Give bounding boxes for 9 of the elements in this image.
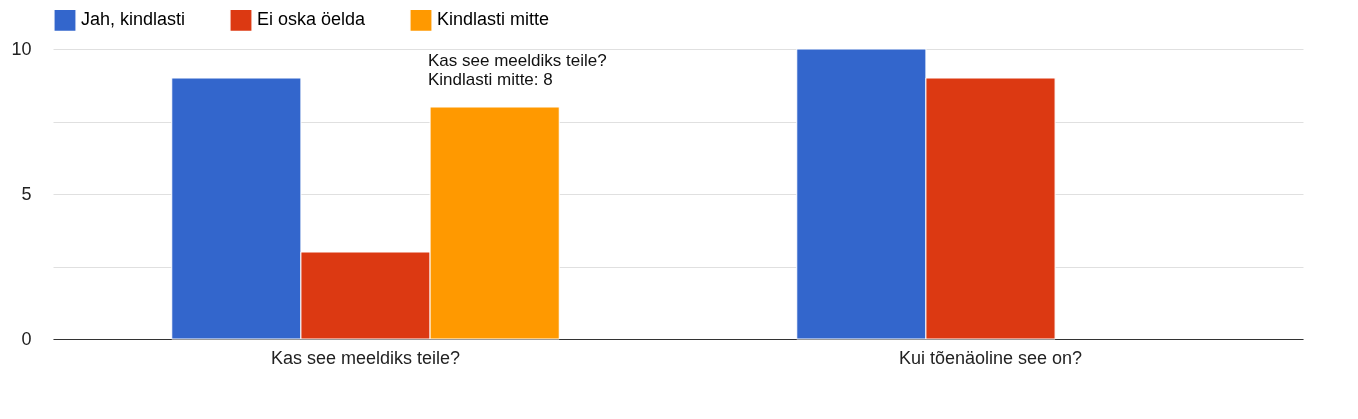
y-tick-label: 10 <box>11 38 32 59</box>
x-tick-label: Kui tõenäoline see on? <box>898 347 1083 368</box>
legend-label: Jah, kindlasti <box>81 9 186 30</box>
legend-label: Kindlasti mitte <box>437 9 550 30</box>
y-tick-label: 5 <box>21 183 32 204</box>
legend-label: Ei oska öelda <box>257 9 367 30</box>
x-tick-label: Kas see meeldiks teile? <box>270 347 461 368</box>
annotation: Kas see meeldiks teile? Kindlasti mitte: 8 <box>428 51 607 89</box>
y-tick-label: 0 <box>21 328 32 349</box>
